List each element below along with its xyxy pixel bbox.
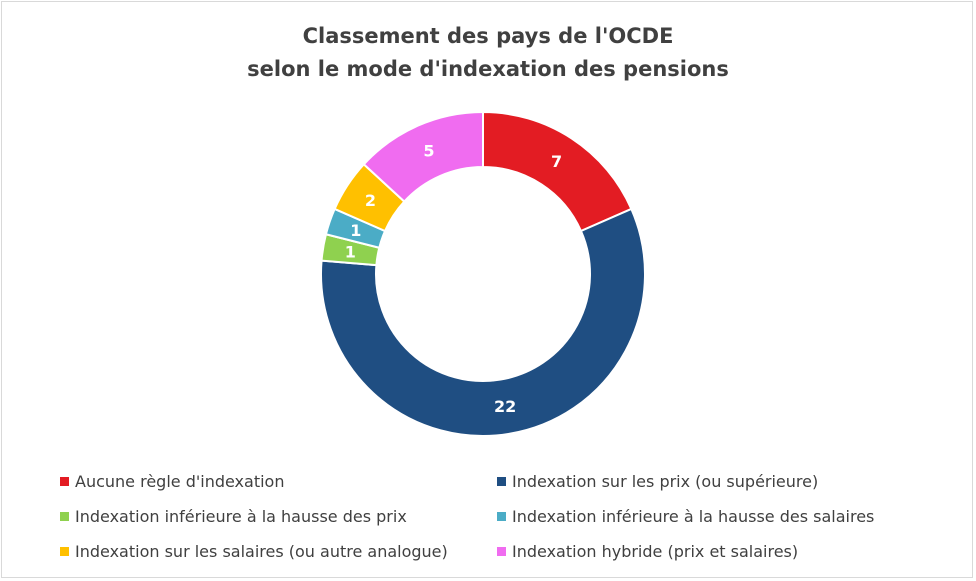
slice-value-label-6: 5: [423, 141, 434, 160]
legend-swatch: [497, 546, 506, 556]
chart-title-line-1: Classement des pays de l'OCDE: [302, 24, 674, 48]
donut-slice-2: [320, 207, 646, 437]
legend-label: Indexation inférieure à la hausse des pr…: [75, 506, 407, 526]
chart-title: Classement des pays de l'OCDE selon le m…: [0, 20, 976, 86]
legend-item-2: Indexation sur les prix (ou supérieure): [497, 470, 818, 492]
slice-value-label-3: 1: [345, 242, 356, 261]
legend-label: Indexation sur les salaires (ou autre an…: [75, 541, 448, 561]
legend-swatch: [497, 511, 506, 521]
chart-title-line-2: selon le mode d'indexation des pensions: [247, 57, 729, 81]
legend-item-5: Indexation sur les salaires (ou autre an…: [60, 540, 448, 562]
legend-label: Indexation sur les prix (ou supérieure): [512, 471, 819, 491]
legend-swatch: [60, 476, 69, 486]
legend-item-6: Indexation hybride (prix et salaires): [497, 540, 798, 562]
legend-swatch: [60, 546, 69, 556]
slice-value-label-1: 7: [551, 152, 562, 171]
legend-label: Aucune règle d'indexation: [75, 471, 285, 491]
slice-value-label-2: 22: [494, 397, 516, 416]
legend-swatch: [60, 511, 69, 521]
slice-value-label-4: 1: [350, 221, 361, 240]
legend-label: Indexation inférieure à la hausse des sa…: [512, 506, 875, 526]
legend-item-4: Indexation inférieure à la hausse des sa…: [497, 505, 874, 527]
donut-slice-1: [482, 110, 633, 233]
slice-value-label-5: 2: [365, 191, 376, 210]
legend-item-1: Aucune règle d'indexation: [60, 470, 284, 492]
donut-slice-6: [362, 110, 484, 203]
legend-swatch: [497, 476, 506, 486]
legend-item-3: Indexation inférieure à la hausse des pr…: [60, 505, 407, 527]
legend-label: Indexation hybride (prix et salaires): [512, 541, 799, 561]
